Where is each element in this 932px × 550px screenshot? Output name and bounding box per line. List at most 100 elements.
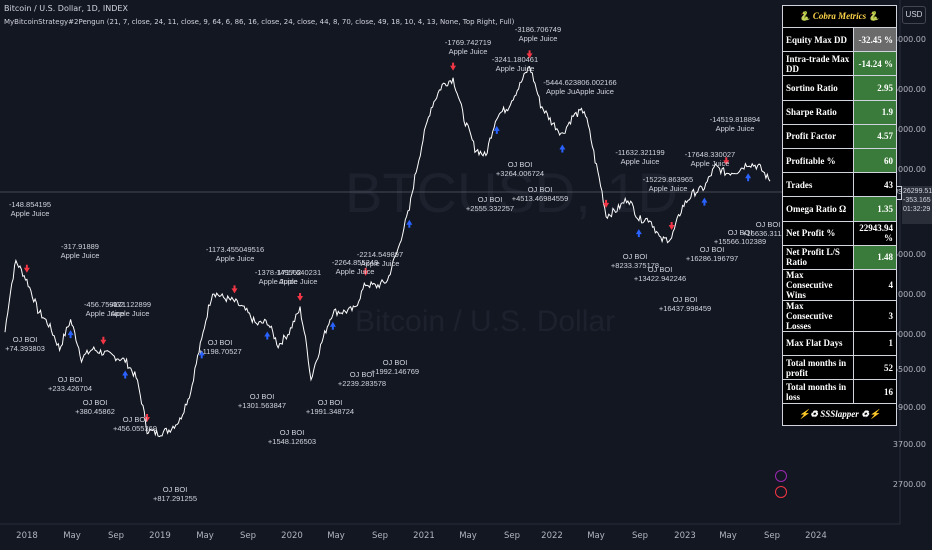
sell-arrow bbox=[297, 293, 304, 302]
strategy-legend[interactable]: MyBitcoinStrategy#2Pengun (21, 7, close,… bbox=[4, 18, 515, 26]
buy-label: OJ BOI +2555.332257 bbox=[466, 195, 514, 213]
buy-label: OJ BOI +8233.375178 bbox=[611, 252, 659, 270]
trade-label-text: -148.854195 bbox=[8, 200, 52, 209]
price-tick-label: 4900.00 bbox=[892, 403, 926, 412]
sell-label: -15229.863965 Apple Juice bbox=[643, 175, 693, 193]
trade-label-value: Apple Juice bbox=[215, 254, 255, 263]
trade-label-text: -11632.321199 bbox=[615, 148, 665, 157]
trade-label-value: +8233.375178 bbox=[610, 261, 660, 270]
sell-label: -1769.742719 Apple Juice bbox=[445, 38, 491, 56]
buy-label: OJ BOI +380.45862 bbox=[75, 398, 115, 416]
price-tick-label: 3700.00 bbox=[892, 440, 926, 449]
last-price-box: 26299.51 -353.165 01:32:29 bbox=[902, 186, 932, 224]
price-tick-label: 9000.00 bbox=[892, 330, 926, 339]
buy-arrow bbox=[745, 173, 752, 182]
metric-label: Profitable % bbox=[782, 147, 854, 174]
time-tick-label: May bbox=[719, 531, 737, 541]
time-tick-label: Sep bbox=[763, 531, 781, 541]
trade-label-text: -14519.818894 bbox=[709, 115, 761, 124]
metric-label: Sortino Ratio bbox=[782, 75, 854, 101]
buy-label: OJ BOI +74.393803 bbox=[5, 335, 45, 353]
sell-arrow bbox=[668, 222, 675, 231]
time-tick-label: 2020 bbox=[281, 531, 303, 541]
currency-button[interactable]: USD bbox=[902, 6, 926, 24]
buy-label: OJ BOI +1301.563847 bbox=[238, 392, 286, 410]
time-tick-label: May bbox=[63, 531, 81, 541]
sell-arrow bbox=[603, 199, 610, 208]
flag-icon[interactable] bbox=[775, 486, 787, 498]
trade-label-text: OJ BOI bbox=[699, 245, 725, 254]
sell-arrow bbox=[100, 336, 107, 345]
metric-value: 22943.94 % bbox=[853, 220, 897, 246]
lightning-icon[interactable] bbox=[775, 470, 787, 482]
metric-row: Profitable % 60 bbox=[782, 147, 897, 174]
buy-label: OJ BOI +1992.146769 bbox=[371, 358, 419, 376]
trade-label-value: Apple Juice bbox=[518, 34, 558, 43]
price-tick-label: 2700.00 bbox=[892, 480, 926, 489]
trade-label-value: Apple Juice bbox=[360, 259, 400, 268]
buy-label: OJ BOI +13422.942246 bbox=[634, 265, 686, 283]
sell-label: -456.759171 Apple Juice bbox=[84, 300, 126, 318]
time-tick-label: Sep bbox=[631, 531, 649, 541]
trade-label-value: +74.393803 bbox=[5, 344, 45, 353]
trade-label-value: +15566.102389 bbox=[713, 237, 767, 246]
trade-label-value: Apple Juice bbox=[278, 277, 318, 286]
buy-label: OJ BOI +16437.998459 bbox=[659, 295, 711, 313]
buy-arrow bbox=[329, 321, 336, 330]
name-watermark: Bitcoin / U.S. Dollar bbox=[355, 305, 616, 338]
metric-value: -32.45 % bbox=[853, 26, 897, 53]
metric-label: Omega Ratio Ω bbox=[782, 196, 854, 222]
metric-value: 1.35 bbox=[853, 196, 897, 222]
metric-row: Max Consecutive Losses 3 bbox=[782, 299, 897, 332]
trade-label-text: -1769.742719 bbox=[444, 38, 492, 47]
buy-label: OJ BOI +233.426704 bbox=[48, 375, 92, 393]
metric-value: -14.24 % bbox=[853, 51, 897, 77]
trade-label-text: OJ BOI bbox=[507, 160, 533, 169]
metric-label: Trades bbox=[782, 172, 854, 198]
price-tick-label: 12000.00 bbox=[887, 290, 926, 299]
trade-label-text: -5444.623806.002166 bbox=[543, 78, 617, 87]
metric-value: 3 bbox=[853, 299, 897, 332]
trade-label-value: +380.45862 bbox=[75, 407, 115, 416]
trade-label-text: OJ BOI bbox=[647, 265, 673, 274]
metric-value: 4 bbox=[853, 268, 897, 301]
metric-label: Max Consecutive Losses bbox=[782, 299, 854, 332]
metric-value: 2.95 bbox=[853, 75, 897, 101]
metric-value: 16 bbox=[853, 379, 897, 405]
sell-label: -11632.321199 Apple Juice bbox=[615, 148, 664, 166]
buy-arrow bbox=[493, 125, 500, 134]
buy-label: OJ BOI +4513.46984559 bbox=[512, 185, 569, 203]
metric-label: Total months in profit bbox=[782, 355, 854, 381]
price-change: -353.165 bbox=[903, 197, 931, 204]
trade-label-text: OJ BOI bbox=[162, 485, 188, 494]
trade-label-value: +1992.146769 bbox=[370, 367, 420, 376]
metric-row: Net Profit L/S Ratio 1.48 bbox=[782, 244, 897, 270]
trade-label-text: -1378.149562 bbox=[254, 268, 302, 277]
metric-value: 60 bbox=[853, 147, 897, 174]
trade-label-text: OJ BOI bbox=[249, 392, 275, 401]
time-tick-label: May bbox=[587, 531, 605, 541]
sell-label: -2264.855248 Apple Juice bbox=[332, 258, 378, 276]
time-tick-label: May bbox=[196, 531, 214, 541]
trade-label-value: Apple Juice bbox=[110, 309, 150, 318]
trade-label-text: OJ BOI bbox=[477, 195, 503, 204]
trade-label-value: Apple Juice bbox=[10, 209, 50, 218]
sell-label: -1173.455049516 Apple Juice bbox=[206, 245, 264, 263]
metric-label: Net Profit % bbox=[782, 220, 854, 246]
trade-label-text: -317.91889 bbox=[61, 242, 99, 251]
buy-arrow bbox=[67, 330, 74, 339]
trade-label-text: -15229.863965 bbox=[642, 175, 694, 184]
metric-label: Equity Max DD bbox=[782, 26, 854, 53]
time-tick-label: May bbox=[327, 531, 345, 541]
trade-label-text: OJ BOI bbox=[382, 358, 408, 367]
metric-row: Sharpe Ratio 1.9 bbox=[782, 99, 897, 125]
metric-row: Total months in profit 52 bbox=[782, 355, 897, 381]
buy-arrow bbox=[198, 350, 205, 359]
metric-value: 1.9 bbox=[853, 99, 897, 125]
sell-label: -3241.180461 Apple Juice bbox=[492, 55, 538, 73]
price-tick-label: 6000.00 bbox=[892, 85, 926, 94]
price-tick-label: 16000.00 bbox=[887, 250, 926, 259]
buy-arrow bbox=[559, 144, 566, 153]
trade-label-text: OJ BOI bbox=[122, 415, 148, 424]
